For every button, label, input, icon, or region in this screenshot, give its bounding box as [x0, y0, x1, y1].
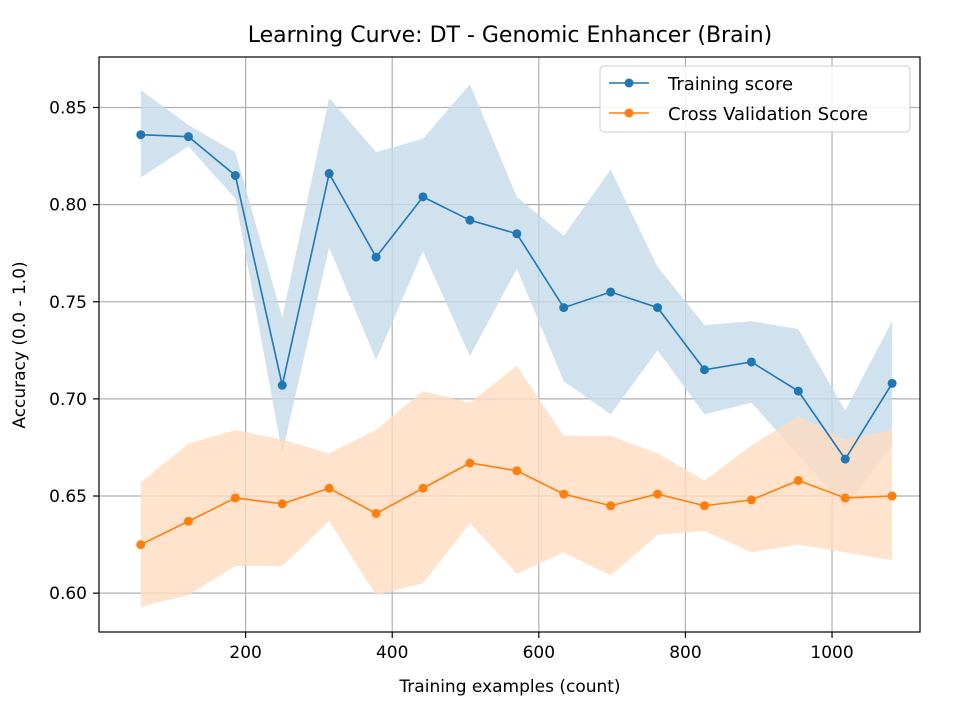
y-tick-label: 0.85	[49, 99, 87, 119]
training-point	[465, 215, 475, 225]
cv-point	[840, 493, 850, 503]
training-point	[793, 386, 803, 396]
training-point	[887, 378, 897, 388]
cv-point	[371, 509, 381, 519]
confidence-bands	[140, 84, 893, 607]
training-point	[418, 192, 428, 202]
cv-point	[606, 501, 616, 511]
training-point	[559, 303, 569, 313]
training-point	[512, 229, 522, 239]
cv-point	[136, 540, 146, 550]
training-point	[324, 169, 334, 179]
training-point	[230, 170, 240, 180]
training-point	[746, 357, 756, 367]
y-tick-label: 0.70	[49, 390, 87, 410]
legend-swatch-cv-marker	[624, 108, 634, 118]
cv-point	[230, 493, 240, 503]
legend-box	[599, 65, 911, 133]
training-point	[371, 252, 381, 262]
cv-point	[653, 489, 663, 499]
training-point	[653, 303, 663, 313]
cv-point	[324, 483, 334, 493]
legend-label-cv: Cross Validation Score	[668, 104, 868, 125]
cv-point	[559, 489, 569, 499]
x-axis-label: Training examples (count)	[398, 677, 620, 697]
x-tick-label: 400	[376, 643, 408, 663]
training-point	[699, 365, 709, 375]
y-tick-label: 0.75	[49, 293, 87, 313]
cv-band	[140, 365, 893, 607]
cv-point	[887, 491, 897, 501]
training-point	[840, 454, 850, 464]
cv-point	[699, 501, 709, 511]
cv-point	[183, 516, 193, 526]
cv-point	[277, 499, 287, 509]
y-axis-label: Accuracy (0.0 - 1.0)	[10, 261, 30, 428]
training-point	[606, 287, 616, 297]
legend-swatch-training-marker	[624, 78, 634, 88]
cv-point	[418, 483, 428, 493]
x-tick-label: 200	[229, 643, 261, 663]
y-tick-label: 0.60	[49, 584, 87, 604]
training-band	[140, 84, 893, 508]
cv-point	[793, 475, 803, 485]
legend-label-training: Training score	[667, 74, 793, 95]
y-tick-label: 0.80	[49, 196, 87, 216]
y-tick-label: 0.65	[49, 487, 87, 507]
legend: Training score Cross Validation Score	[599, 65, 911, 133]
training-point	[183, 132, 193, 142]
cv-point	[512, 466, 522, 476]
cv-point	[465, 458, 475, 468]
training-point	[136, 130, 146, 140]
x-tick-label: 600	[523, 643, 555, 663]
x-tick-label: 800	[669, 643, 701, 663]
cv-point	[746, 495, 756, 505]
training-point	[277, 380, 287, 390]
chart-title: Learning Curve: DT - Genomic Enhancer (B…	[248, 23, 772, 48]
axis-ticks: 200 400 600 800 1000 0.60 0.65 0.70 0.75 0.80 0.85	[49, 99, 854, 663]
plot-frame	[98, 56, 921, 633]
x-tick-label: 1000	[810, 643, 853, 663]
series-points	[136, 130, 897, 550]
